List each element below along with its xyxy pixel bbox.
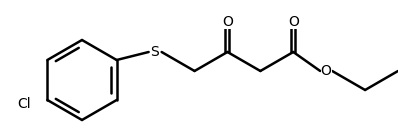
Text: O: O [222,15,233,29]
Text: O: O [321,64,332,78]
Text: Cl: Cl [18,97,31,111]
Text: S: S [150,45,159,59]
Text: O: O [288,15,299,29]
